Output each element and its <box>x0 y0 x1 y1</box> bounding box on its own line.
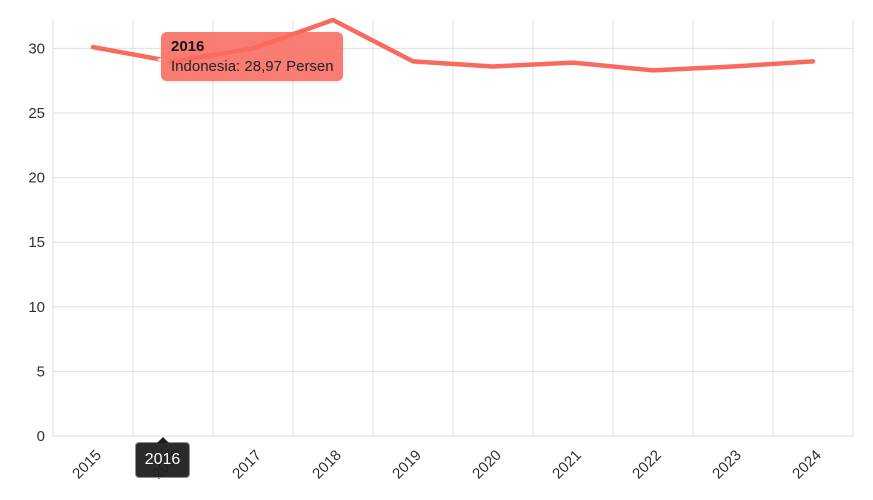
x-tick-label: 2019 <box>389 447 425 483</box>
tooltip-title: 2016 <box>171 38 205 55</box>
y-tick-label: 25 <box>28 105 45 122</box>
x-tick-label: 2021 <box>549 447 585 483</box>
x-tick-label: 2024 <box>789 447 825 483</box>
x-tick-label: 2017 <box>229 447 265 483</box>
y-tick-label: 30 <box>28 40 45 57</box>
x-tick-label: 2018 <box>309 447 345 483</box>
y-tick-label: 20 <box>28 170 45 187</box>
y-tick-label: 15 <box>28 234 45 251</box>
x-tick-label: 2015 <box>69 447 105 483</box>
x-tick-label: 2020 <box>469 447 505 483</box>
x-axis-highlight-badge: 2016 <box>135 437 190 478</box>
badge-label: 2016 <box>144 451 181 468</box>
y-tick-label: 10 <box>28 299 45 316</box>
tooltip-body: Indonesia: 28,97 Persen <box>171 58 334 75</box>
tooltip: 2016 Indonesia: 28,97 Persen <box>161 32 343 81</box>
x-tick-label: 2023 <box>709 447 745 483</box>
y-tick-label: 5 <box>37 363 45 380</box>
y-tick-label: 0 <box>37 428 45 445</box>
caret-up-icon <box>156 437 169 443</box>
x-tick-label: 2022 <box>629 447 665 483</box>
